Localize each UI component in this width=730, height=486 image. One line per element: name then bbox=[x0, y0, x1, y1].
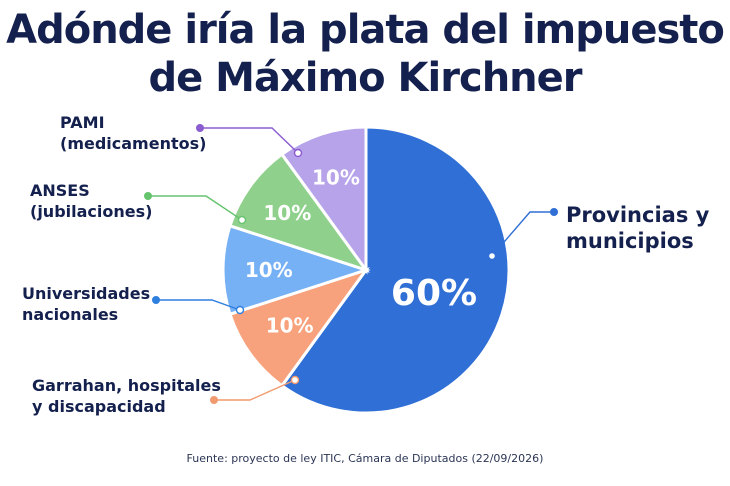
leader-line-pami bbox=[200, 127, 299, 154]
pie-value-label-anses: 10% bbox=[263, 201, 311, 225]
source-note: Fuente: proyecto de ley ITIC, Cámara de … bbox=[186, 452, 544, 465]
leader-dot-anses bbox=[144, 192, 152, 200]
slice-label-universidades-line-1: Universidades bbox=[22, 284, 150, 303]
leader-line-universidades bbox=[156, 299, 241, 311]
leader-line-provincias-municipios bbox=[491, 211, 554, 257]
pie-value-label-garrahan-hospitales: 10% bbox=[266, 314, 314, 338]
slice-label-provincias-municipios-line-2: municipios bbox=[566, 229, 694, 253]
leader-end-universidades bbox=[235, 305, 245, 315]
slice-label-anses-line-2: (jubilaciones) bbox=[30, 202, 152, 221]
slice-label-universidades-line-2: nacionales bbox=[22, 305, 118, 324]
pie-slice-provincias-municipios bbox=[279, 125, 511, 415]
leader-line-anses bbox=[148, 195, 243, 221]
pie-slice-pami bbox=[279, 125, 368, 275]
slice-label-garrahan-hospitales-line-1: Garrahan, hospitales bbox=[32, 376, 221, 395]
pie-slice-universidades bbox=[221, 223, 371, 317]
leader-dot-garrahan-hospitales bbox=[210, 396, 218, 404]
pie-value-label-provincias-municipios: 60% bbox=[391, 273, 477, 314]
pie-slice-garrahan-hospitales bbox=[228, 267, 370, 388]
leader-end-provincias-municipios bbox=[487, 251, 497, 261]
leader-line-garrahan-hospitales bbox=[214, 379, 296, 401]
chart-title-line-2: de Máximo Kirchner bbox=[148, 55, 582, 101]
leader-dot-pami bbox=[196, 124, 204, 132]
chart-title-line-1: Adónde iría la plata del impuesto bbox=[6, 7, 725, 53]
slice-label-provincias-municipios-line-1: Provincias y bbox=[566, 203, 710, 227]
leader-end-anses bbox=[237, 215, 247, 225]
leader-dot-universidades bbox=[152, 296, 160, 304]
slice-label-anses-line-1: ANSES bbox=[30, 181, 90, 200]
pie-slice-anses bbox=[228, 152, 370, 273]
slice-label-garrahan-hospitales-line-2: y discapacidad bbox=[32, 397, 166, 416]
slice-label-pami-line-1: PAMI bbox=[60, 113, 105, 132]
slice-label-pami-line-2: (medicamentos) bbox=[60, 134, 206, 153]
chart-title: Adónde iría la plata del impuesto de Máx… bbox=[0, 6, 730, 102]
pie-value-label-pami: 10% bbox=[312, 166, 360, 190]
leader-end-garrahan-hospitales bbox=[290, 375, 300, 385]
pie-value-label-universidades: 10% bbox=[245, 258, 293, 282]
leader-dot-provincias-municipios bbox=[550, 208, 558, 216]
leader-end-pami bbox=[293, 148, 303, 158]
